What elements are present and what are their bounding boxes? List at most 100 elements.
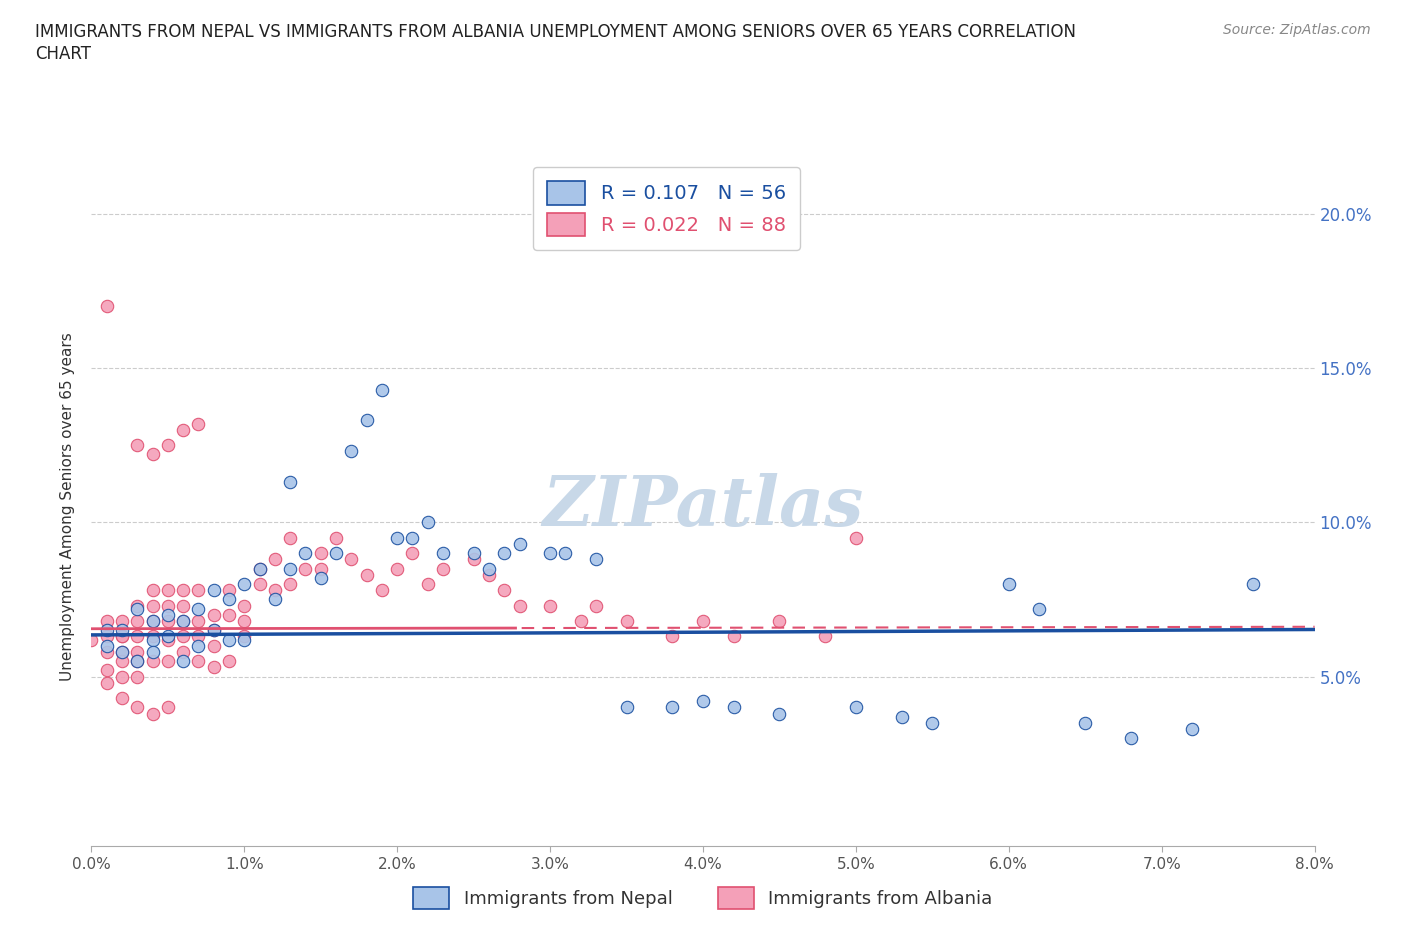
- Point: [111, 614, 134, 629]
- Point: [249, 561, 271, 576]
- Point: [172, 422, 194, 437]
- Point: [172, 629, 194, 644]
- Point: [325, 546, 347, 561]
- Point: [127, 602, 149, 617]
- Point: [233, 629, 256, 644]
- Point: [127, 438, 149, 453]
- Point: [111, 691, 134, 706]
- Point: [278, 561, 301, 576]
- Point: [96, 629, 118, 644]
- Point: [156, 438, 179, 453]
- Point: [141, 629, 163, 644]
- Point: [661, 700, 683, 715]
- Point: [187, 654, 209, 669]
- Point: [80, 632, 103, 647]
- Point: [218, 592, 240, 607]
- Point: [278, 577, 301, 591]
- Point: [309, 546, 332, 561]
- Point: [141, 614, 163, 629]
- Point: [111, 644, 134, 659]
- Point: [172, 654, 194, 669]
- Point: [111, 670, 134, 684]
- Point: [156, 607, 179, 622]
- Point: [127, 598, 149, 613]
- Point: [202, 660, 225, 675]
- Legend: Immigrants from Nepal, Immigrants from Albania: Immigrants from Nepal, Immigrants from A…: [406, 880, 1000, 916]
- Point: [187, 416, 209, 431]
- Point: [141, 644, 163, 659]
- Point: [202, 583, 225, 598]
- Point: [294, 546, 316, 561]
- Point: [202, 638, 225, 653]
- Point: [233, 598, 256, 613]
- Point: [111, 654, 134, 669]
- Point: [187, 583, 209, 598]
- Point: [692, 694, 714, 709]
- Point: [218, 654, 240, 669]
- Point: [616, 614, 638, 629]
- Point: [278, 530, 301, 545]
- Point: [172, 614, 194, 629]
- Point: [187, 602, 209, 617]
- Point: [998, 577, 1021, 591]
- Point: [401, 546, 423, 561]
- Point: [692, 614, 714, 629]
- Point: [249, 577, 271, 591]
- Point: [416, 577, 439, 591]
- Point: [96, 638, 118, 653]
- Point: [768, 706, 790, 721]
- Point: [1074, 715, 1097, 730]
- Point: [264, 583, 287, 598]
- Point: [187, 638, 209, 653]
- Point: [96, 675, 118, 690]
- Point: [509, 537, 531, 551]
- Point: [127, 629, 149, 644]
- Point: [1181, 722, 1204, 737]
- Point: [202, 623, 225, 638]
- Point: [723, 629, 745, 644]
- Point: [127, 700, 149, 715]
- Point: [845, 700, 868, 715]
- Point: [141, 447, 163, 462]
- Point: [1028, 602, 1050, 617]
- Point: [156, 654, 179, 669]
- Point: [294, 561, 316, 576]
- Point: [478, 561, 501, 576]
- Point: [172, 583, 194, 598]
- Point: [385, 561, 409, 576]
- Point: [356, 413, 378, 428]
- Point: [325, 530, 347, 545]
- Text: CHART: CHART: [35, 45, 91, 62]
- Point: [156, 629, 179, 644]
- Point: [309, 570, 332, 585]
- Point: [141, 598, 163, 613]
- Point: [264, 592, 287, 607]
- Point: [569, 614, 592, 629]
- Point: [401, 530, 423, 545]
- Point: [96, 663, 118, 678]
- Point: [494, 546, 516, 561]
- Point: [141, 632, 163, 647]
- Point: [538, 546, 561, 561]
- Point: [156, 583, 179, 598]
- Point: [1121, 731, 1143, 746]
- Point: [156, 632, 179, 647]
- Point: [127, 654, 149, 669]
- Point: [96, 614, 118, 629]
- Text: ZIPatlas: ZIPatlas: [543, 473, 863, 540]
- Point: [111, 629, 134, 644]
- Point: [554, 546, 576, 561]
- Point: [463, 546, 485, 561]
- Point: [463, 551, 485, 566]
- Point: [127, 644, 149, 659]
- Point: [616, 700, 638, 715]
- Point: [890, 710, 912, 724]
- Point: [127, 670, 149, 684]
- Point: [249, 561, 271, 576]
- Point: [723, 700, 745, 715]
- Point: [233, 632, 256, 647]
- Point: [172, 644, 194, 659]
- Point: [233, 577, 256, 591]
- Point: [814, 629, 837, 644]
- Point: [202, 623, 225, 638]
